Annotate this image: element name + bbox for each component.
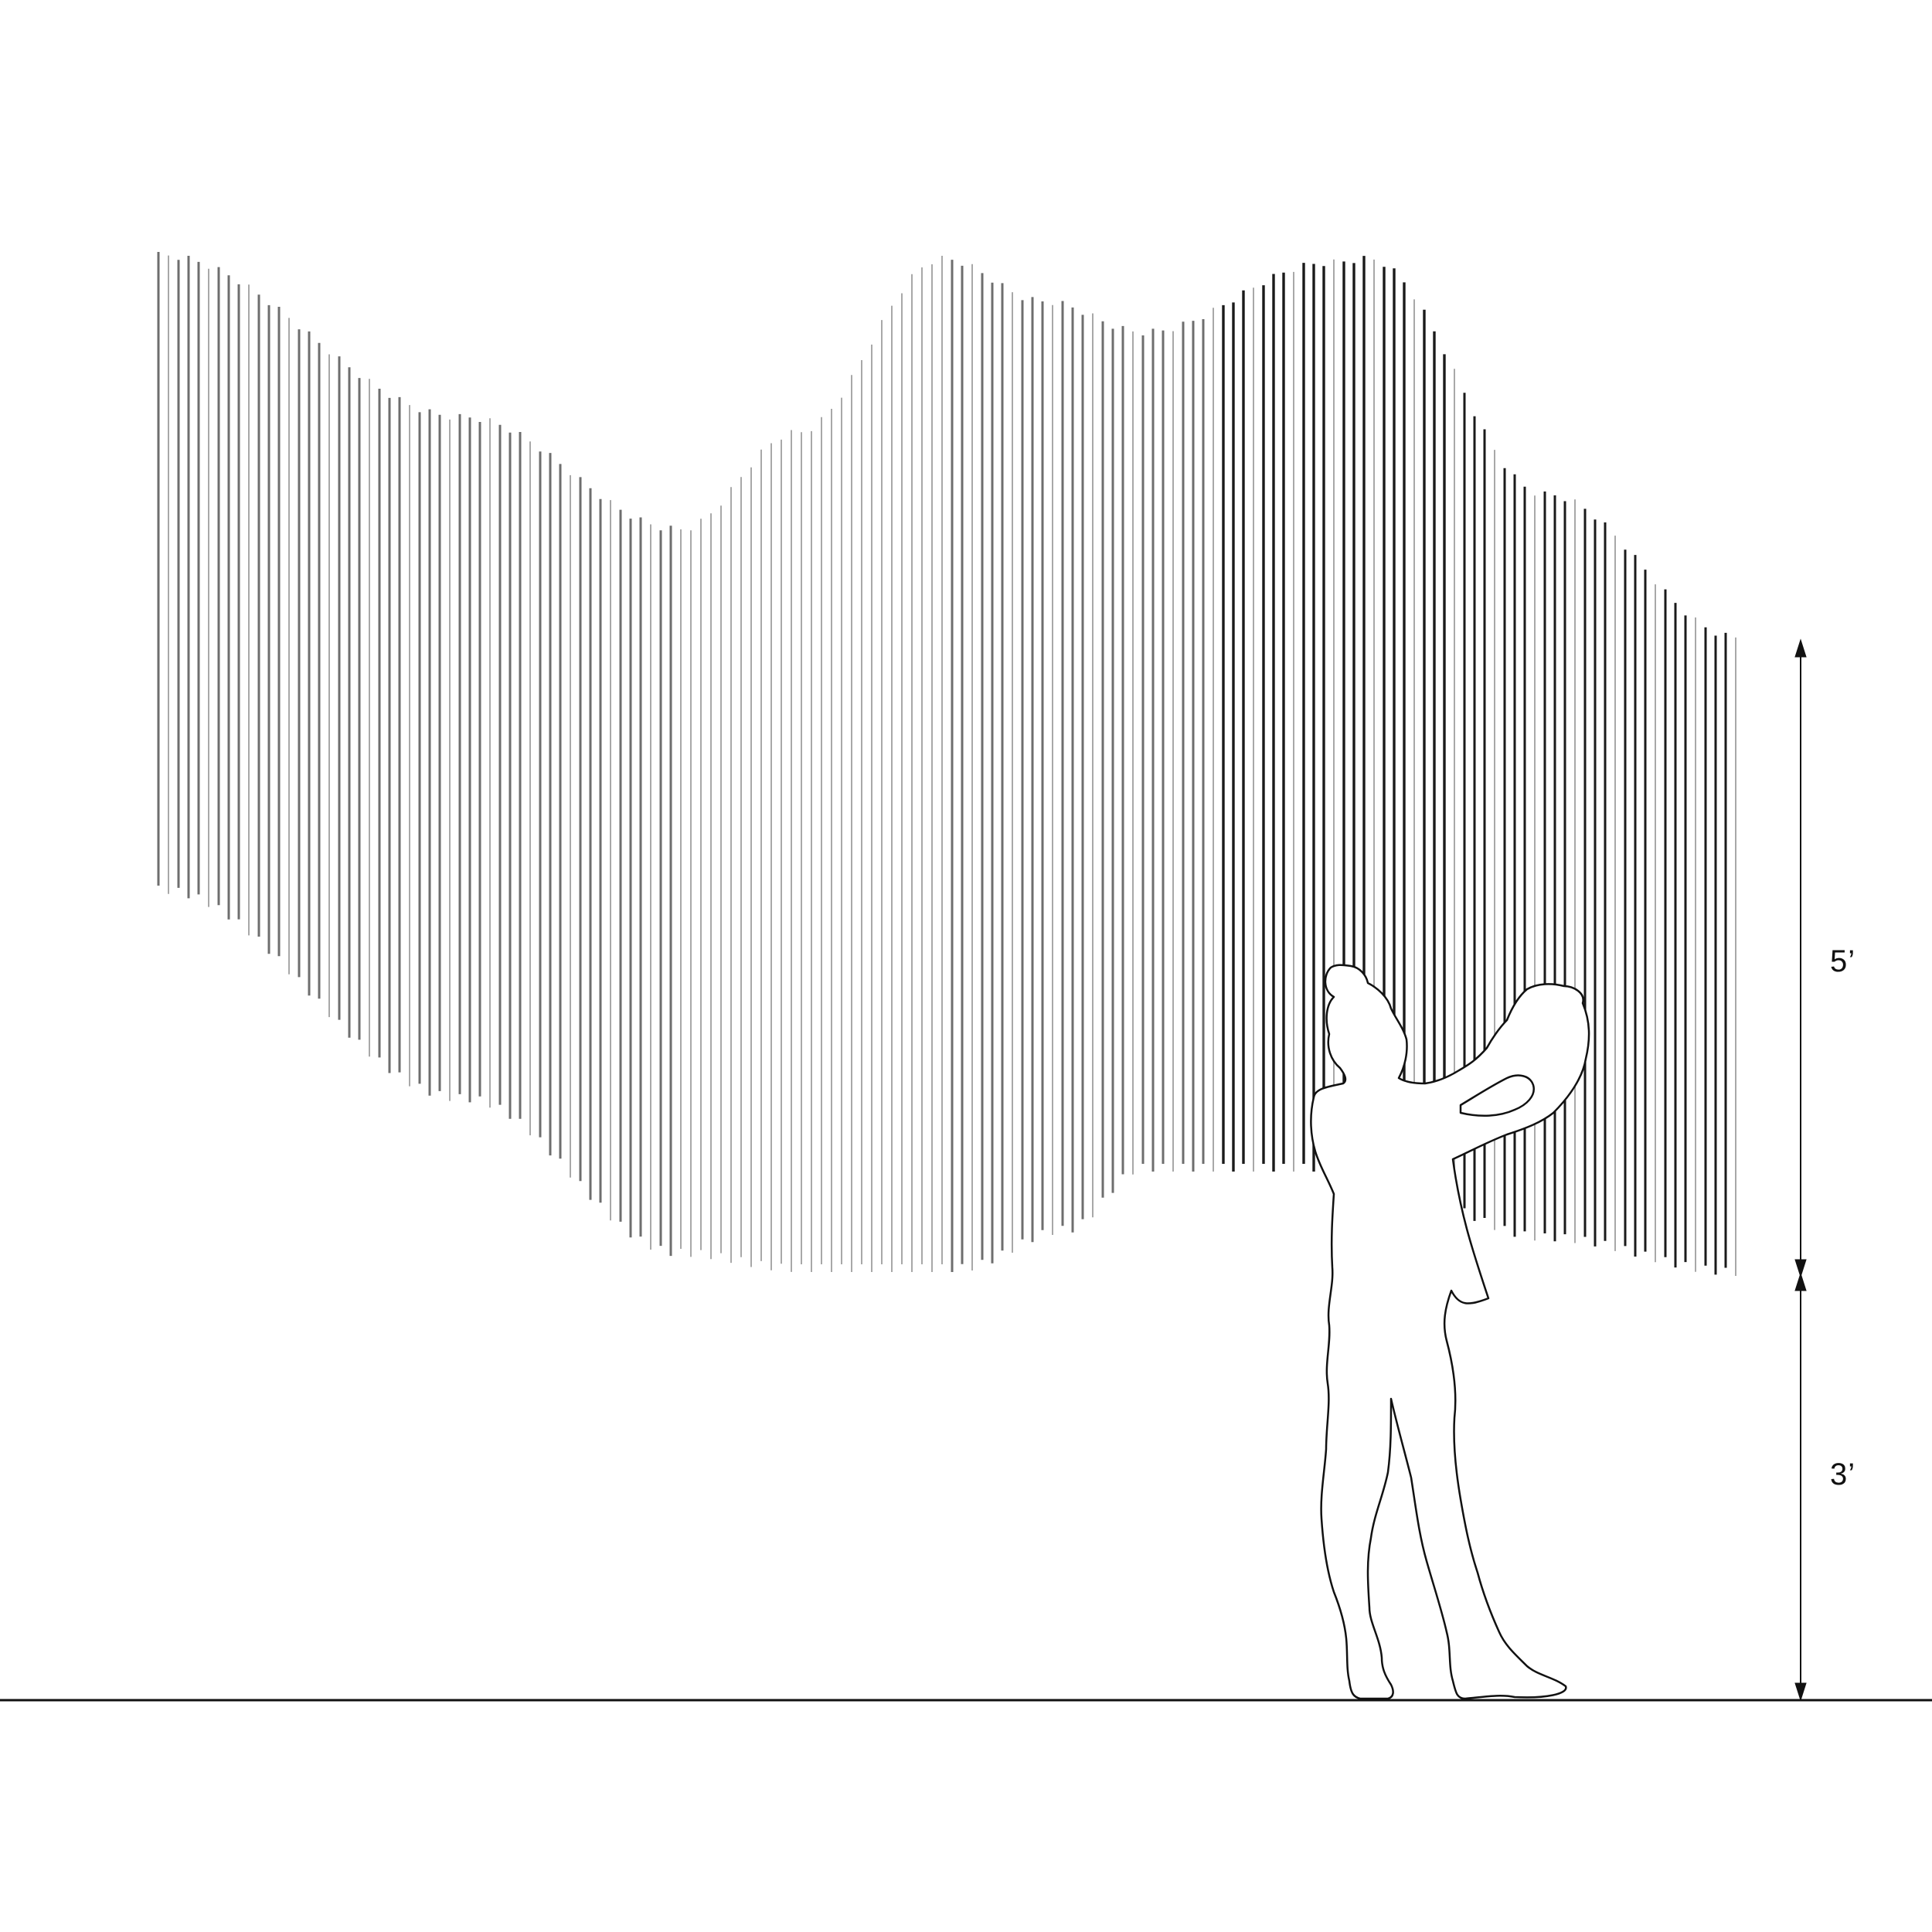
arrowhead-up-icon [1794,1272,1807,1291]
arrowhead-down-icon [1794,1682,1807,1702]
arrowhead-up-icon [1794,638,1807,658]
person-silhouette [1310,964,1590,1700]
dimension-line-upper [1794,638,1807,1278]
dimension-line-lower [1794,1272,1807,1702]
dimension-label-upper: 5’ [1830,944,1856,978]
dimension-label-lower: 3’ [1830,1458,1856,1492]
arrowhead-down-icon [1794,1259,1807,1278]
